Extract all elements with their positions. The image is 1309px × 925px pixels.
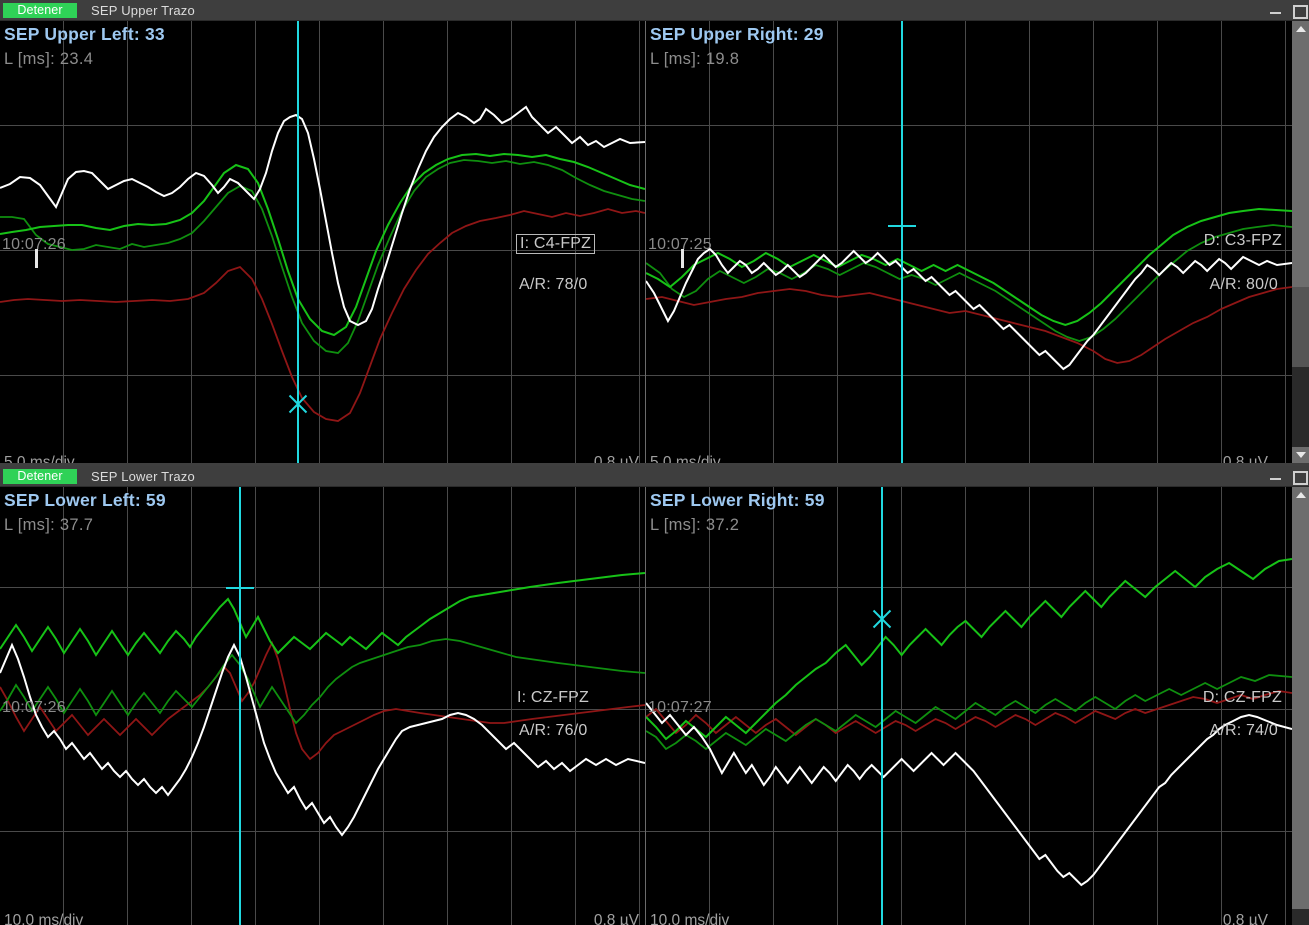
ar-lower-left: A/R: 76/0: [519, 722, 588, 739]
chevron-down-icon[interactable]: [1292, 447, 1309, 463]
latency-lower-right: L [ms]: 37.2: [650, 516, 740, 534]
panel-sep-upper-right[interactable]: 10:07:25 SEP Upper Right: 29 L [ms]: 19.…: [645, 21, 1292, 463]
waveform-lower-right: [646, 487, 1292, 925]
timestamp-lower-right: 10:07:27: [648, 699, 712, 716]
panel-sep-upper-left[interactable]: 10:07:26 SEP Upper Left: 33 L [ms]: 23.4…: [0, 21, 645, 463]
upper-scrollbar-thumb[interactable]: [1292, 37, 1309, 287]
minimize-icon[interactable]: [1269, 470, 1282, 483]
channel-label-lower-right[interactable]: D: CZ-FPZ: [1202, 689, 1282, 706]
ar-upper-left: A/R: 78/0: [519, 276, 588, 293]
sep-upper-window: Detener SEP Upper Trazo: [0, 0, 1309, 463]
time-cursor-lower-left[interactable]: [239, 487, 241, 925]
amplitude-lower-left: 0.8 µV: [593, 912, 639, 925]
sep-lower-window: Detener SEP Lower Trazo: [0, 466, 1309, 925]
stop-button-upper[interactable]: Detener: [3, 3, 77, 18]
panel-title-upper-right: SEP Upper Right: 29: [650, 24, 824, 44]
stop-button-lower[interactable]: Detener: [3, 469, 77, 484]
timestamp-upper-right: 10:07:25: [648, 236, 712, 253]
time-cursor-upper-left[interactable]: [297, 21, 299, 463]
stimulus-marker-upper-left: [35, 249, 38, 268]
latency-upper-left: L [ms]: 23.4: [4, 50, 94, 68]
waveform-lower-left: [0, 487, 645, 925]
amplitude-lower-right: 0.8 µV: [1222, 912, 1268, 925]
lower-window-title: SEP Lower Trazo: [91, 469, 195, 484]
panel-title-lower-right: SEP Lower Right: 59: [650, 490, 825, 510]
stimulus-marker-upper-right: [681, 249, 684, 268]
time-cursor-upper-right[interactable]: [901, 21, 903, 463]
waveform-upper-right: [646, 21, 1292, 463]
panel-sep-lower-right[interactable]: 10:07:27 SEP Lower Right: 59 L [ms]: 37.…: [645, 487, 1292, 925]
amplitude-upper-right: 0.8 µV: [1222, 454, 1268, 463]
channel-label-upper-right[interactable]: D: C3-FPZ: [1203, 232, 1282, 249]
lower-plot-area: 10:07:26 SEP Lower Left: 59 L [ms]: 37.7…: [0, 487, 1309, 925]
time-cursor-lower-right[interactable]: [881, 487, 883, 925]
cursor-plus-marker-lower-left[interactable]: [226, 577, 254, 599]
timestamp-upper-left: 10:07:26: [2, 236, 66, 253]
panel-title-lower-left: SEP Lower Left: 59: [4, 490, 166, 510]
chevron-up-icon[interactable]: [1292, 487, 1309, 503]
amplitude-upper-left: 0.8 µV: [593, 454, 639, 463]
lower-window-controls: [1269, 466, 1308, 487]
timebase-upper-right: 5.0 ms/div: [650, 454, 721, 463]
upper-vertical-scrollbar[interactable]: [1292, 21, 1309, 463]
latency-upper-right: L [ms]: 19.8: [650, 50, 740, 68]
lower-scrollbar-thumb[interactable]: [1292, 503, 1309, 909]
upper-titlebar: Detener SEP Upper Trazo: [0, 0, 1309, 21]
upper-window-controls: [1269, 0, 1308, 21]
latency-lower-left: L [ms]: 37.7: [4, 516, 94, 534]
upper-plot-area: 10:07:26 SEP Upper Left: 33 L [ms]: 23.4…: [0, 21, 1309, 463]
channel-label-lower-left[interactable]: I: CZ-FPZ: [517, 689, 590, 706]
ar-upper-right: A/R: 80/0: [1209, 276, 1278, 293]
cursor-x-marker-lower-right[interactable]: [870, 607, 894, 631]
cursor-plus-marker-upper-right[interactable]: [888, 215, 916, 237]
panel-title-upper-left: SEP Upper Left: 33: [4, 24, 165, 44]
maximize-icon[interactable]: [1292, 470, 1308, 485]
cursor-x-marker-upper-left[interactable]: [286, 392, 310, 416]
ar-lower-right: A/R: 74/0: [1209, 722, 1278, 739]
channel-label-upper-left[interactable]: I: C4-FPZ: [516, 234, 596, 254]
minimize-icon[interactable]: [1269, 4, 1282, 17]
timebase-lower-right: 10.0 ms/div: [650, 912, 730, 925]
lower-vertical-scrollbar[interactable]: [1292, 487, 1309, 925]
panel-sep-lower-left[interactable]: 10:07:26 SEP Lower Left: 59 L [ms]: 37.7…: [0, 487, 645, 925]
chevron-up-icon[interactable]: [1292, 21, 1309, 37]
upper-scrollbar-track[interactable]: [1292, 37, 1309, 447]
timebase-upper-left: 5.0 ms/div: [4, 454, 75, 463]
upper-scrollbar-thumb-lower[interactable]: [1292, 287, 1309, 367]
lower-scrollbar-track[interactable]: [1292, 503, 1309, 925]
maximize-icon[interactable]: [1292, 4, 1308, 19]
waveform-upper-left: [0, 21, 645, 463]
lower-titlebar: Detener SEP Lower Trazo: [0, 466, 1309, 487]
timestamp-lower-left: 10:07:26: [2, 699, 66, 716]
upper-window-title: SEP Upper Trazo: [91, 3, 195, 18]
timebase-lower-left: 10.0 ms/div: [4, 912, 84, 925]
